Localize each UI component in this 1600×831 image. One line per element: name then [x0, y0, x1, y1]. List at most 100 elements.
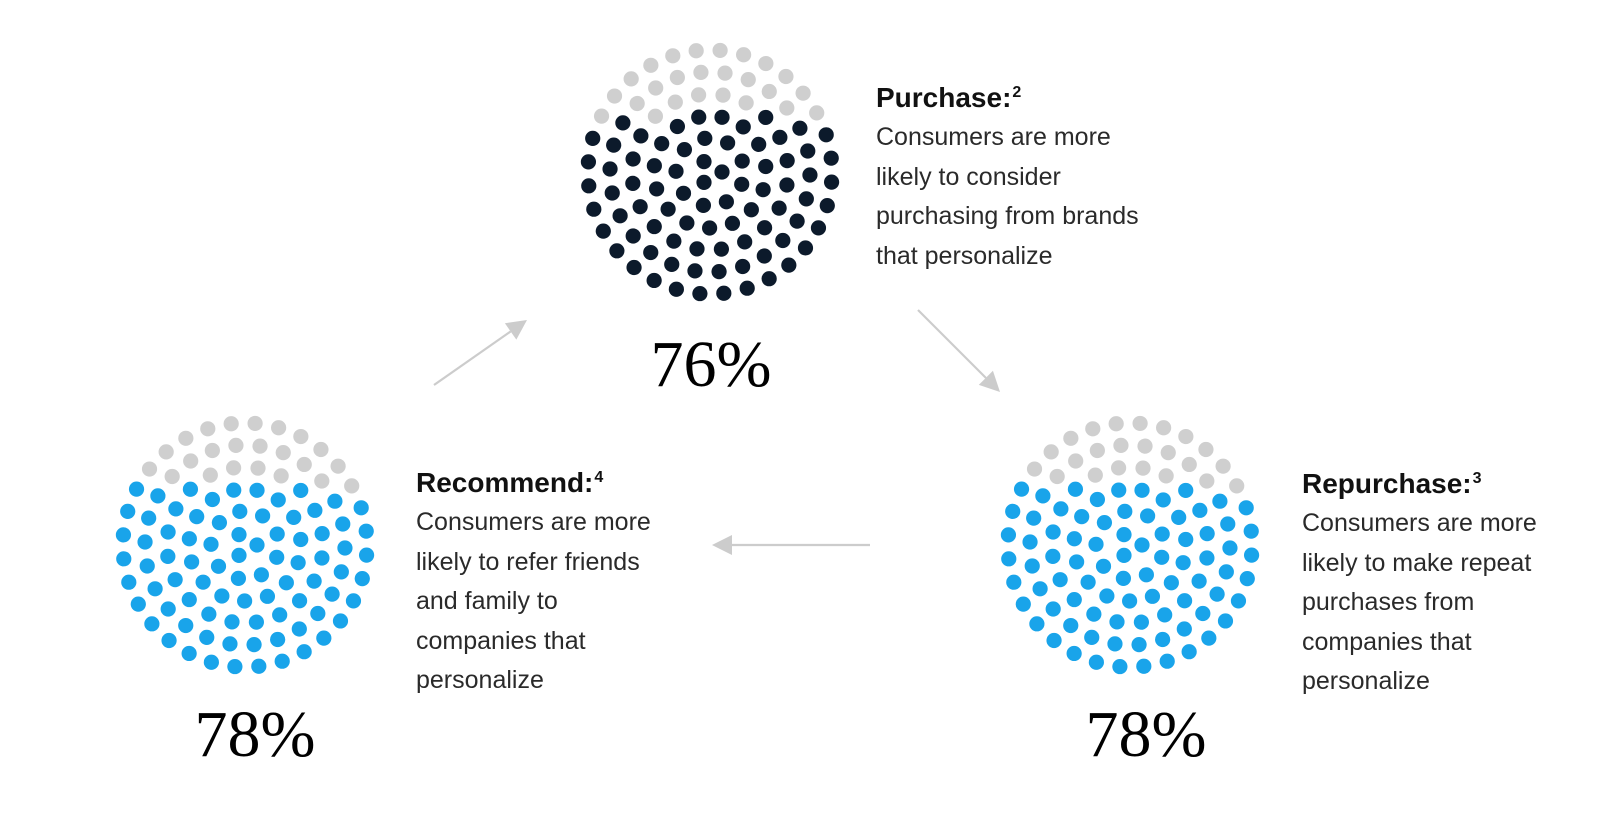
repurchase-dot-filled — [1131, 636, 1147, 653]
repurchase-dot-filled — [1086, 606, 1102, 622]
recommend-dot-filled — [237, 593, 253, 609]
purchase-dot-filled — [666, 233, 682, 249]
repurchase-dot-filled — [1159, 653, 1175, 669]
purchase-dot-filled — [720, 135, 736, 151]
recommend-dot-filled — [137, 534, 153, 550]
repurchase-dot-filled — [1144, 588, 1161, 604]
recommend-dot-filled — [251, 658, 267, 674]
recommend-dot-filled — [327, 493, 343, 509]
recommend-dot-empty — [296, 456, 312, 473]
purchase-dot-filled — [612, 208, 628, 224]
purchase-dot-filled — [615, 115, 631, 131]
repurchase-dot-empty — [1178, 428, 1194, 445]
repurchase-dot-empty — [1087, 467, 1103, 483]
purchase-dot-filled — [586, 201, 602, 217]
repurchase-dot-empty — [1215, 458, 1231, 474]
recommend-dot-empty — [226, 460, 242, 476]
recommend-dot-empty — [164, 468, 180, 485]
repurchase-percent: 78% — [1085, 698, 1207, 771]
recommend-dot-filled — [160, 548, 176, 565]
purchase-dot-empty — [740, 72, 756, 88]
repurchase-dot-filled — [1243, 523, 1259, 539]
recommend-dot-empty — [344, 478, 360, 494]
purchase-description: Purchase:2 Consumers are more likely to … — [876, 78, 1196, 276]
repurchase-dot-filled — [1201, 630, 1217, 646]
repurchase-dot-filled — [1005, 503, 1021, 519]
purchase-dot-empty — [688, 43, 704, 59]
repurchase-dot-empty — [1049, 468, 1065, 485]
purchase-dot-filled — [595, 223, 611, 239]
recommend-dot-empty — [271, 420, 287, 436]
purchase-dot-empty — [809, 105, 825, 121]
recommend-body: Consumers are more likely to refer frien… — [416, 503, 736, 701]
purchase-dot-filled — [823, 150, 839, 166]
recommend-dot-filled — [249, 482, 265, 498]
recommend-dot-filled — [269, 549, 285, 565]
purchase-dot-filled — [739, 280, 755, 296]
purchase-dot-filled — [772, 129, 788, 145]
recommend-line: likely to refer friends — [416, 547, 640, 576]
purchase-dot-filled — [756, 248, 772, 264]
purchase-dot-empty — [648, 80, 664, 96]
recommend-dot-filled — [286, 509, 302, 525]
recommend-dot-empty — [293, 428, 309, 445]
recommend-dot-filled — [120, 503, 136, 519]
recommend-dot-filled — [316, 630, 332, 646]
recommend-dot-filled — [274, 653, 290, 669]
repurchase-dot-filled — [1122, 593, 1138, 609]
recommend-dot-filled — [291, 593, 308, 609]
purchase-dot-filled — [676, 142, 693, 158]
purchase-dot-filled — [675, 185, 692, 201]
purchase-dot-filled — [668, 163, 684, 179]
repurchase-dot-filled — [1032, 581, 1048, 597]
repurchase-dot-filled — [1015, 596, 1031, 612]
purchase-percent: 76% — [650, 328, 772, 401]
purchase-line: that personalize — [876, 241, 1053, 270]
repurchase-dot-empty — [1111, 460, 1127, 476]
repurchase-dot-filled — [1088, 536, 1104, 552]
purchase-dot-filled — [818, 127, 834, 143]
recommend-dot-filled — [199, 629, 215, 645]
repurchase-dot-filled — [1089, 491, 1105, 508]
recommend-dot-filled — [189, 509, 205, 525]
recommend-dot-filled — [246, 636, 262, 653]
recommend-dot-empty — [330, 458, 346, 474]
repurchase-dot-filled — [1066, 531, 1082, 547]
repurchase-dot-filled — [1095, 558, 1112, 574]
repurchase-line: purchases from — [1302, 588, 1475, 616]
recommend-footnote: 4 — [594, 468, 604, 486]
purchase-dot-filled — [755, 182, 771, 198]
purchase-dot-filled — [802, 167, 818, 183]
repurchase-dot-filled — [1084, 629, 1100, 645]
purchase-dot-filled — [714, 109, 730, 125]
repurchase-dot-empty — [1026, 461, 1043, 477]
recommend-dot-filled — [358, 547, 375, 563]
purchase-dot-filled — [654, 136, 670, 152]
repurchase-dot-filled — [1195, 605, 1211, 622]
repurchase-dot-filled — [1239, 571, 1255, 587]
purchase-dot-filled — [646, 158, 662, 174]
recommend-dot-filled — [291, 621, 307, 637]
recommend-dot-filled — [181, 531, 197, 547]
purchase-dot-filled — [823, 174, 840, 190]
recommend-dot-filled — [255, 508, 271, 524]
recommend-dot-chart — [115, 415, 375, 675]
purchase-dot-empty — [738, 95, 754, 111]
repurchase-dot-filled — [1134, 482, 1150, 498]
purchase-dot-filled — [756, 220, 773, 236]
repurchase-dot-filled — [1136, 658, 1152, 674]
repurchase-dot-filled — [1013, 481, 1030, 497]
repurchase-dot-filled — [1238, 500, 1254, 516]
purchase-dot-filled — [734, 153, 750, 169]
purchase-dot-empty — [779, 100, 795, 116]
purchase-dot-filled — [735, 258, 751, 275]
purchase-dot-filled — [761, 271, 777, 287]
repurchase-heading-label: Repurchase: — [1302, 468, 1472, 499]
recommend-dot-filled — [115, 527, 132, 543]
repurchase-dot-filled — [1026, 510, 1042, 526]
purchase-dot-filled — [779, 153, 795, 169]
purchase-dot-filled — [798, 191, 814, 207]
recommend-dot-filled — [150, 488, 166, 504]
repurchase-dot-filled — [1115, 570, 1131, 586]
